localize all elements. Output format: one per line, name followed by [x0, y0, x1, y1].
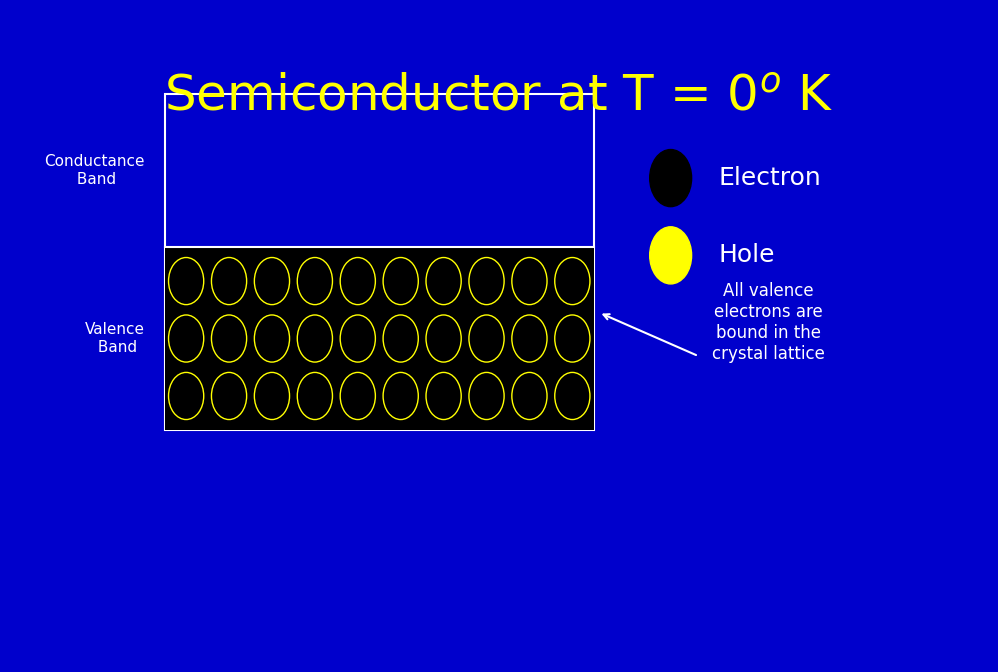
Ellipse shape: [169, 315, 204, 362]
Ellipse shape: [555, 315, 590, 362]
Ellipse shape: [426, 315, 461, 362]
Text: Semiconductor at T = 0$^o$ K: Semiconductor at T = 0$^o$ K: [165, 73, 833, 122]
Ellipse shape: [212, 315, 247, 362]
Ellipse shape: [555, 372, 590, 419]
Ellipse shape: [383, 372, 418, 419]
Ellipse shape: [254, 372, 289, 419]
Ellipse shape: [650, 150, 692, 207]
Ellipse shape: [383, 257, 418, 304]
Text: All valence
electrons are
bound in the
crystal lattice: All valence electrons are bound in the c…: [712, 282, 825, 363]
Ellipse shape: [469, 257, 504, 304]
Ellipse shape: [340, 372, 375, 419]
Ellipse shape: [340, 257, 375, 304]
Ellipse shape: [555, 257, 590, 304]
Ellipse shape: [340, 315, 375, 362]
Bar: [165, 247, 594, 430]
Ellipse shape: [297, 315, 332, 362]
Text: Valence
 Band: Valence Band: [85, 323, 145, 355]
Ellipse shape: [212, 257, 247, 304]
Bar: [165, 94, 594, 430]
Ellipse shape: [212, 372, 247, 419]
Ellipse shape: [512, 257, 547, 304]
Ellipse shape: [469, 315, 504, 362]
Text: Electron: Electron: [719, 166, 821, 190]
Ellipse shape: [297, 257, 332, 304]
Ellipse shape: [426, 372, 461, 419]
Ellipse shape: [297, 372, 332, 419]
Text: Conductance
 Band: Conductance Band: [44, 155, 145, 187]
Ellipse shape: [169, 372, 204, 419]
Ellipse shape: [512, 372, 547, 419]
Ellipse shape: [254, 257, 289, 304]
Ellipse shape: [512, 315, 547, 362]
Ellipse shape: [383, 315, 418, 362]
Ellipse shape: [469, 372, 504, 419]
Ellipse shape: [426, 257, 461, 304]
Ellipse shape: [254, 315, 289, 362]
Ellipse shape: [169, 257, 204, 304]
Text: Hole: Hole: [719, 243, 775, 267]
Ellipse shape: [650, 227, 692, 284]
